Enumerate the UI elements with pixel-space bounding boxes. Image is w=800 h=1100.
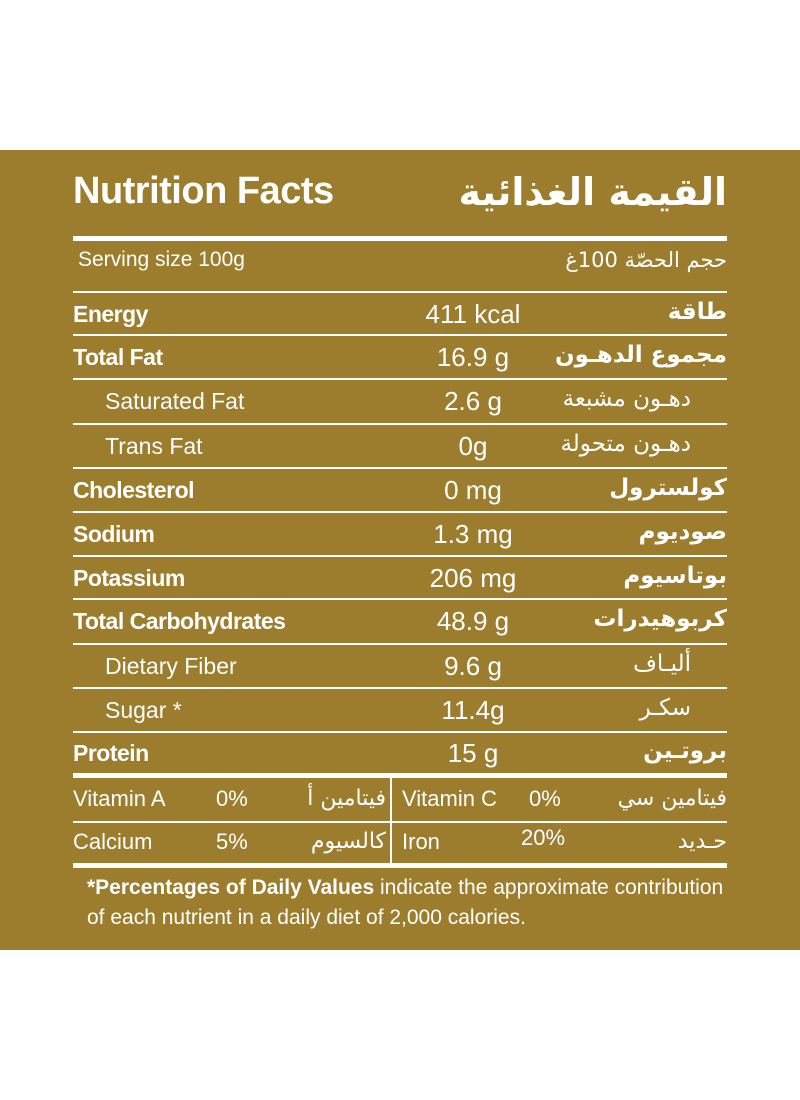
nutrient-label-arabic: بروتـين (643, 738, 727, 764)
divider (73, 467, 727, 469)
nutrient-label: Energy (73, 301, 148, 327)
nutrient-value: 2.6 g (444, 386, 502, 416)
nutrient-value: 16.9 g (436, 342, 510, 372)
divider-thick (73, 773, 727, 778)
nutrient-value: 1.3 mg (433, 519, 513, 549)
nutrient-row-saturated-fat: Saturated Fat 2.6 g دهـون مشبعة (73, 380, 727, 422)
nutrient-value: 0g (458, 431, 488, 461)
nutrient-row-sodium: Sodium 1.3 mg صوديوم (73, 513, 727, 555)
vitamin-a-percent: 0% (216, 786, 248, 811)
nutrient-label: Cholesterol (73, 477, 195, 503)
nutrient-label-arabic: أليـاف (633, 651, 691, 677)
nutrient-label: Sodium (73, 521, 155, 547)
divider (73, 423, 727, 425)
nutrient-label-arabic: كربوهيدرات (593, 606, 727, 632)
serving-size-english: Serving size 100g (78, 248, 245, 271)
nutrient-label: Total Fat (73, 344, 163, 370)
nutrient-row-trans-fat: Trans Fat 0g دهـون متحولة (73, 425, 727, 467)
nutrient-label-arabic: دهـون مشبعة (562, 386, 691, 412)
nutrient-row-energy: Energy 411 kcal طاقة (73, 293, 727, 335)
footnote-text: indicate the approximate contribution of… (87, 876, 724, 929)
serving-size-arabic: حجم الحصّة 100غ (565, 248, 727, 272)
footnote-bold: *Percentages of Daily Values (87, 876, 375, 899)
divider-thick (73, 863, 727, 868)
divider (73, 731, 727, 733)
divider (73, 821, 727, 823)
divider (73, 334, 727, 336)
nutrient-label-arabic: مجموع الدهـون (554, 342, 727, 368)
nutrient-label-arabic: كولسترول (609, 475, 727, 501)
nutrient-value: 15 g (447, 738, 499, 768)
nutrient-row-dietary-fiber: Dietary Fiber 9.6 g أليـاف (73, 645, 727, 687)
vitamin-row-1: Vitamin A 0% فيتامين أ Vitamin C 0% فيتا… (73, 778, 727, 822)
vitamin-c-arabic: فيتامين سي (617, 786, 727, 811)
divider (73, 598, 727, 600)
divider (73, 643, 727, 645)
nutrient-label-arabic: سكـر (639, 695, 691, 721)
vitamin-c-label: Vitamin C (402, 786, 497, 811)
nutrient-label: Saturated Fat (105, 388, 245, 414)
title-arabic: القيمة الغذائية (458, 170, 727, 214)
divider (73, 555, 727, 557)
calcium-label: Calcium (73, 829, 153, 854)
nutrient-label-arabic: صوديوم (638, 519, 727, 545)
vitamin-row-2: Calcium 5% كالسيوم Iron 20% حـديد (73, 823, 727, 865)
divider (73, 511, 727, 513)
footnote: *Percentages of Daily Values indicate th… (87, 873, 727, 933)
nutrient-value: 0 mg (444, 475, 502, 505)
nutrient-label: Potassium (73, 565, 185, 591)
nutrient-label-arabic: دهـون متحولة (560, 431, 691, 457)
nutrient-value: 11.4g (441, 695, 505, 725)
title-english: Nutrition Facts (73, 170, 334, 212)
nutrient-label: Protein (73, 740, 149, 766)
nutrient-label: Dietary Fiber (105, 653, 237, 679)
iron-percent: 20% (521, 825, 566, 850)
nutrient-row-total-carbohydrates: Total Carbohydrates 48.9 g كربوهيدرات (73, 600, 727, 642)
nutrient-value: 9.6 g (444, 651, 502, 681)
iron-arabic: حـديد (677, 829, 727, 854)
nutrient-label-arabic: بوتاسيوم (623, 563, 727, 589)
vitamin-a-arabic: فيتامين أ (307, 786, 386, 811)
nutrient-row-cholesterol: Cholesterol 0 mg كولسترول (73, 469, 727, 511)
nutrient-label-arabic: طاقة (667, 299, 727, 325)
divider-thick (73, 236, 727, 241)
nutrition-panel (0, 150, 800, 950)
divider (73, 378, 727, 380)
divider (73, 687, 727, 689)
nutrient-label: Trans Fat (105, 433, 203, 459)
nutrient-row-potassium: Potassium 206 mg بوتاسيوم (73, 557, 727, 599)
divider (73, 291, 727, 293)
nutrient-label: Sugar * (105, 697, 182, 723)
vitamin-a-label: Vitamin A (73, 786, 166, 811)
vitamin-c-percent: 0% (529, 786, 561, 811)
nutrient-row-protein: Protein 15 g بروتـين (73, 732, 727, 774)
vertical-divider (390, 778, 392, 865)
nutrient-label: Total Carbohydrates (73, 608, 286, 634)
nutrient-value: 411 kcal (425, 299, 521, 329)
calcium-arabic: كالسيوم (310, 829, 386, 854)
nutrient-row-sugar: Sugar * 11.4g سكـر (73, 689, 727, 731)
nutrient-row-total-fat: Total Fat 16.9 g مجموع الدهـون (73, 336, 727, 378)
iron-label: Iron (402, 829, 440, 854)
nutrient-value: 48.9 g (436, 606, 510, 636)
nutrient-value: 206 mg (429, 563, 517, 593)
calcium-percent: 5% (216, 829, 248, 854)
